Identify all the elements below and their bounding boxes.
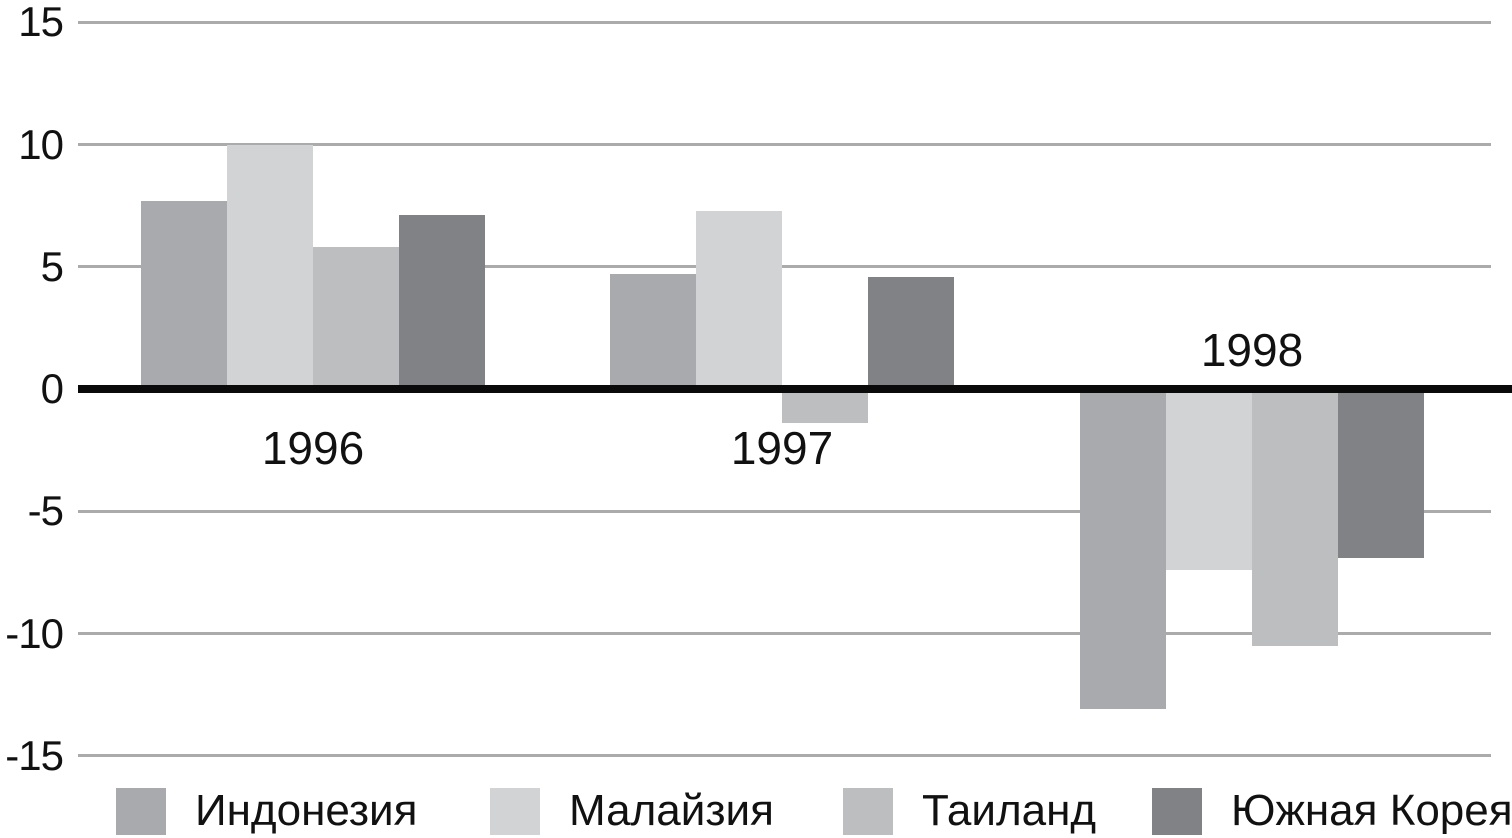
bar-thailand-1996 xyxy=(313,247,399,389)
legend-label-malaysia: Малайзия xyxy=(569,786,774,835)
legend-item-thailand: Таиланд xyxy=(843,786,1096,836)
legend-swatch-indonesia xyxy=(116,787,166,835)
legend-label-thailand: Таиланд xyxy=(922,786,1097,835)
gridline--10 xyxy=(78,632,1491,635)
bar-south-korea-1996 xyxy=(399,215,485,389)
bar-south-korea-1998 xyxy=(1338,389,1424,558)
legend-swatch-south-korea xyxy=(1152,787,1202,835)
y-tick-label--5: -5 xyxy=(27,487,64,535)
bar-thailand-1997 xyxy=(782,389,868,424)
category-label-1997: 1997 xyxy=(730,422,834,474)
legend-label-indonesia: Индонезия xyxy=(195,786,418,835)
bar-south-korea-1997 xyxy=(868,276,954,389)
y-tick-label-15: 15 xyxy=(18,0,64,46)
y-tick-label-5: 5 xyxy=(40,242,64,290)
x-axis-zero-line xyxy=(78,385,1512,393)
bar-thailand-1998 xyxy=(1252,389,1338,646)
legend-item-malaysia: Малайзия xyxy=(490,786,774,836)
bar-malaysia-1996 xyxy=(227,144,313,389)
legend: Индонезия Малайзия Таиланд Южная Корея xyxy=(0,786,1512,838)
legend-label-south-korea: Южная Корея xyxy=(1231,786,1512,835)
gridline--5 xyxy=(78,509,1491,513)
y-tick-label--10: -10 xyxy=(5,609,64,657)
legend-swatch-thailand xyxy=(843,787,893,835)
bar-malaysia-1998 xyxy=(1166,389,1252,570)
legend-item-indonesia: Индонезия xyxy=(116,786,417,836)
legend-swatch-malaysia xyxy=(490,787,540,835)
y-tick-label--15: -15 xyxy=(5,731,64,779)
gridline-15 xyxy=(78,20,1491,24)
bar-malaysia-1997 xyxy=(696,210,782,389)
gridline-5 xyxy=(78,265,1491,269)
legend-item-south-korea: Южная Корея xyxy=(1152,786,1512,836)
bar-indonesia-1998 xyxy=(1080,389,1166,710)
gridline-10 xyxy=(78,143,1491,146)
category-label-1998: 1998 xyxy=(1200,324,1304,376)
bar-indonesia-1997 xyxy=(610,274,696,389)
y-tick-label-0: 0 xyxy=(40,365,64,412)
bar-indonesia-1996 xyxy=(141,200,227,389)
y-tick-label-10: 10 xyxy=(18,120,64,168)
gridline--15 xyxy=(78,754,1491,758)
category-label-1996: 1996 xyxy=(261,422,365,474)
